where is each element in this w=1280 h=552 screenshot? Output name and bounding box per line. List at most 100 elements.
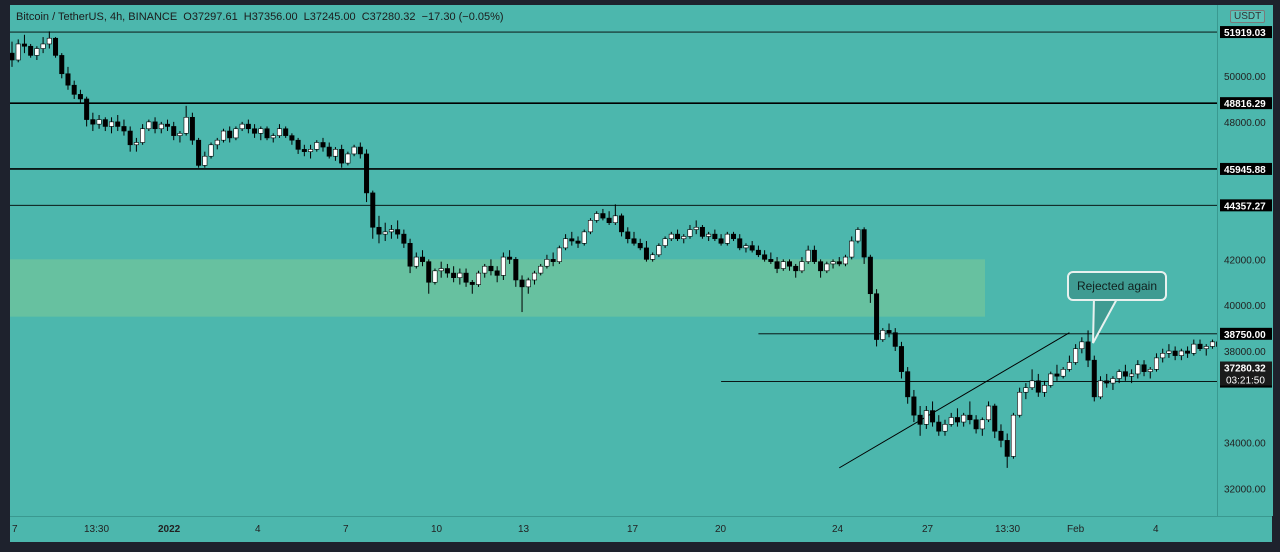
candle[interactable] — [438, 261, 444, 278]
candle[interactable] — [1209, 339, 1215, 349]
candle[interactable] — [214, 137, 220, 150]
candle[interactable] — [930, 401, 936, 427]
candle[interactable] — [227, 126, 233, 143]
candle[interactable] — [158, 121, 164, 134]
candle[interactable] — [289, 133, 295, 145]
candle[interactable] — [1023, 383, 1029, 400]
time-axis[interactable]: 7 13:30 2022 4 7 10 13 17 20 24 27 13:30 Feb 4 — [10, 516, 1272, 542]
candle[interactable] — [1042, 380, 1048, 397]
candle[interactable] — [28, 43, 34, 58]
candle[interactable] — [1141, 360, 1147, 377]
candle[interactable] — [712, 229, 718, 242]
candle[interactable] — [818, 259, 824, 278]
candle[interactable] — [1153, 353, 1159, 372]
candle[interactable] — [898, 341, 904, 379]
candle[interactable] — [861, 227, 867, 264]
candle[interactable] — [102, 117, 108, 132]
candle[interactable] — [488, 259, 494, 276]
candle[interactable] — [600, 208, 606, 221]
candle[interactable] — [1191, 339, 1197, 356]
candle[interactable] — [382, 222, 388, 242]
candle[interactable] — [364, 149, 370, 203]
candle[interactable] — [637, 238, 643, 251]
candle[interactable] — [855, 227, 861, 244]
candle[interactable] — [936, 415, 942, 436]
candle[interactable] — [780, 259, 786, 271]
candle[interactable] — [451, 266, 457, 283]
candle[interactable] — [196, 137, 202, 168]
candle[interactable] — [233, 126, 239, 141]
candle[interactable] — [612, 204, 618, 225]
candle[interactable] — [1178, 348, 1184, 361]
candle[interactable] — [631, 231, 637, 246]
candle[interactable] — [494, 266, 500, 283]
candle[interactable] — [1010, 412, 1016, 459]
candle[interactable] — [1048, 371, 1054, 388]
candle[interactable] — [762, 250, 768, 262]
candle[interactable] — [1035, 373, 1041, 397]
candle[interactable] — [34, 46, 40, 60]
candle[interactable] — [339, 144, 345, 168]
candle[interactable] — [90, 112, 96, 132]
trendline[interactable] — [839, 332, 1070, 469]
candle[interactable] — [886, 323, 892, 338]
currency-badge[interactable]: USDT — [1230, 10, 1266, 23]
candle[interactable] — [407, 238, 413, 274]
candle[interactable] — [1116, 369, 1122, 384]
candle[interactable] — [84, 96, 90, 127]
candle[interactable] — [376, 215, 382, 244]
candle[interactable] — [824, 261, 830, 274]
candle[interactable] — [326, 142, 332, 159]
candle[interactable] — [942, 419, 948, 436]
candle[interactable] — [979, 417, 985, 436]
candle[interactable] — [799, 257, 805, 274]
candle[interactable] — [662, 236, 668, 248]
candle[interactable] — [1147, 367, 1153, 379]
candle[interactable] — [283, 126, 289, 138]
candle[interactable] — [531, 270, 537, 285]
candle[interactable] — [973, 415, 979, 434]
candle[interactable] — [115, 114, 121, 132]
candle[interactable] — [252, 124, 258, 138]
candle[interactable] — [724, 231, 730, 246]
candle[interactable] — [693, 220, 699, 235]
chart-plot-area[interactable] — [10, 5, 1217, 516]
rejected-again-callout[interactable]: Rejected again — [1067, 271, 1167, 301]
candle[interactable] — [500, 252, 506, 280]
candle[interactable] — [270, 133, 276, 143]
candle[interactable] — [1079, 337, 1085, 354]
candle[interactable] — [1091, 355, 1097, 402]
candle[interactable] — [245, 119, 251, 134]
candle[interactable] — [830, 259, 836, 269]
candle[interactable] — [606, 211, 612, 225]
candle[interactable] — [569, 231, 575, 246]
candle[interactable] — [420, 250, 426, 267]
candle[interactable] — [444, 263, 450, 278]
candle[interactable] — [357, 142, 363, 159]
candle[interactable] — [1135, 360, 1141, 379]
candle[interactable] — [737, 234, 743, 251]
candle[interactable] — [208, 142, 214, 159]
candle[interactable] — [1098, 376, 1104, 400]
candle[interactable] — [998, 424, 1004, 448]
candle[interactable] — [183, 105, 189, 136]
symbol-title[interactable]: Bitcoin / TetherUS, 4h, BINANCE — [16, 11, 178, 23]
candle[interactable] — [308, 144, 314, 159]
candle[interactable] — [668, 231, 674, 242]
candle[interactable] — [463, 268, 469, 287]
candle[interactable] — [264, 126, 270, 141]
candle[interactable] — [1066, 355, 1072, 372]
candle[interactable] — [401, 229, 407, 248]
candle[interactable] — [986, 401, 992, 423]
candle[interactable] — [220, 128, 226, 143]
candle[interactable] — [675, 229, 681, 242]
candle[interactable] — [314, 140, 320, 152]
candle[interactable] — [849, 236, 855, 260]
candle[interactable] — [743, 243, 749, 253]
candle[interactable] — [413, 252, 419, 269]
candle[interactable] — [706, 231, 712, 242]
candle[interactable] — [457, 268, 463, 285]
candle[interactable] — [880, 328, 886, 342]
candle[interactable] — [575, 236, 581, 248]
candle[interactable] — [1110, 376, 1116, 390]
